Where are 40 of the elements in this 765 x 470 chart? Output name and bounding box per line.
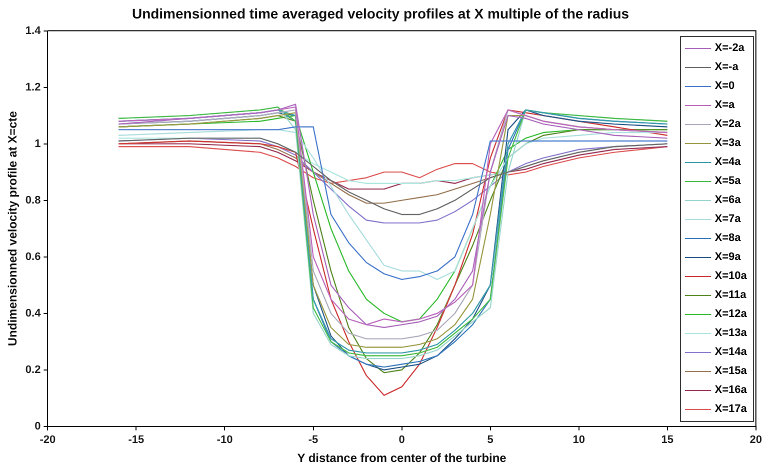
legend-label: X=15a	[714, 365, 747, 378]
x-tick-label: -5	[308, 434, 318, 446]
legend-label: X=12a	[714, 308, 747, 320]
legend-label: X=-2a	[714, 42, 744, 54]
x-axis-title: Y distance from center of the turbine	[297, 451, 507, 466]
legend-label: X=8a	[714, 232, 741, 244]
legend-label: X=3a	[714, 137, 741, 150]
x-tick-label: 0	[398, 434, 405, 446]
x-tick-label: -15	[128, 434, 144, 446]
x-tick-label: 15	[661, 434, 674, 446]
legend-label: X=11a	[714, 289, 746, 302]
y-tick-label: 1.4	[25, 24, 42, 37]
chart-title: Undimensionned time averaged velocity profiles at X multiple of the radius	[132, 5, 630, 22]
legend-label: X=-a	[714, 61, 738, 74]
legend-label: X=16a	[714, 384, 747, 396]
y-tick-label: 0.8	[25, 194, 41, 206]
legend-label: X=10a	[714, 270, 747, 282]
x-tick-label: 20	[750, 434, 762, 446]
x-tick-label: -20	[40, 434, 56, 446]
x-tick-label: 10	[572, 434, 585, 446]
y-tick-label: 1	[34, 138, 41, 150]
legend-label: X=7a	[714, 213, 741, 226]
y-tick-label: 0	[34, 420, 41, 432]
y-tick-label: 0.4	[25, 307, 42, 320]
legend-label: X=14a	[714, 346, 747, 358]
y-tick-label: 0.6	[25, 250, 41, 263]
legend-label: X=6a	[714, 194, 741, 206]
x-tick-label: -10	[216, 434, 233, 446]
legend-label: X=17a	[714, 403, 747, 416]
y-tick-label: 0.2	[25, 364, 41, 376]
legend-label: X=a	[714, 99, 735, 112]
legend-label: X=4a	[714, 156, 741, 168]
legend-label: X=9a	[714, 251, 741, 264]
y-tick-label: 1.2	[25, 81, 41, 94]
legend-label: X=13a	[714, 327, 747, 340]
y-axis-title: Undimensionned velocity profile at X=cte	[6, 110, 20, 346]
legend-label: X=5a	[714, 175, 741, 188]
legend-label: X=2a	[714, 118, 741, 130]
x-tick-label: 5	[487, 434, 494, 446]
legend-label: X=0	[714, 80, 735, 92]
